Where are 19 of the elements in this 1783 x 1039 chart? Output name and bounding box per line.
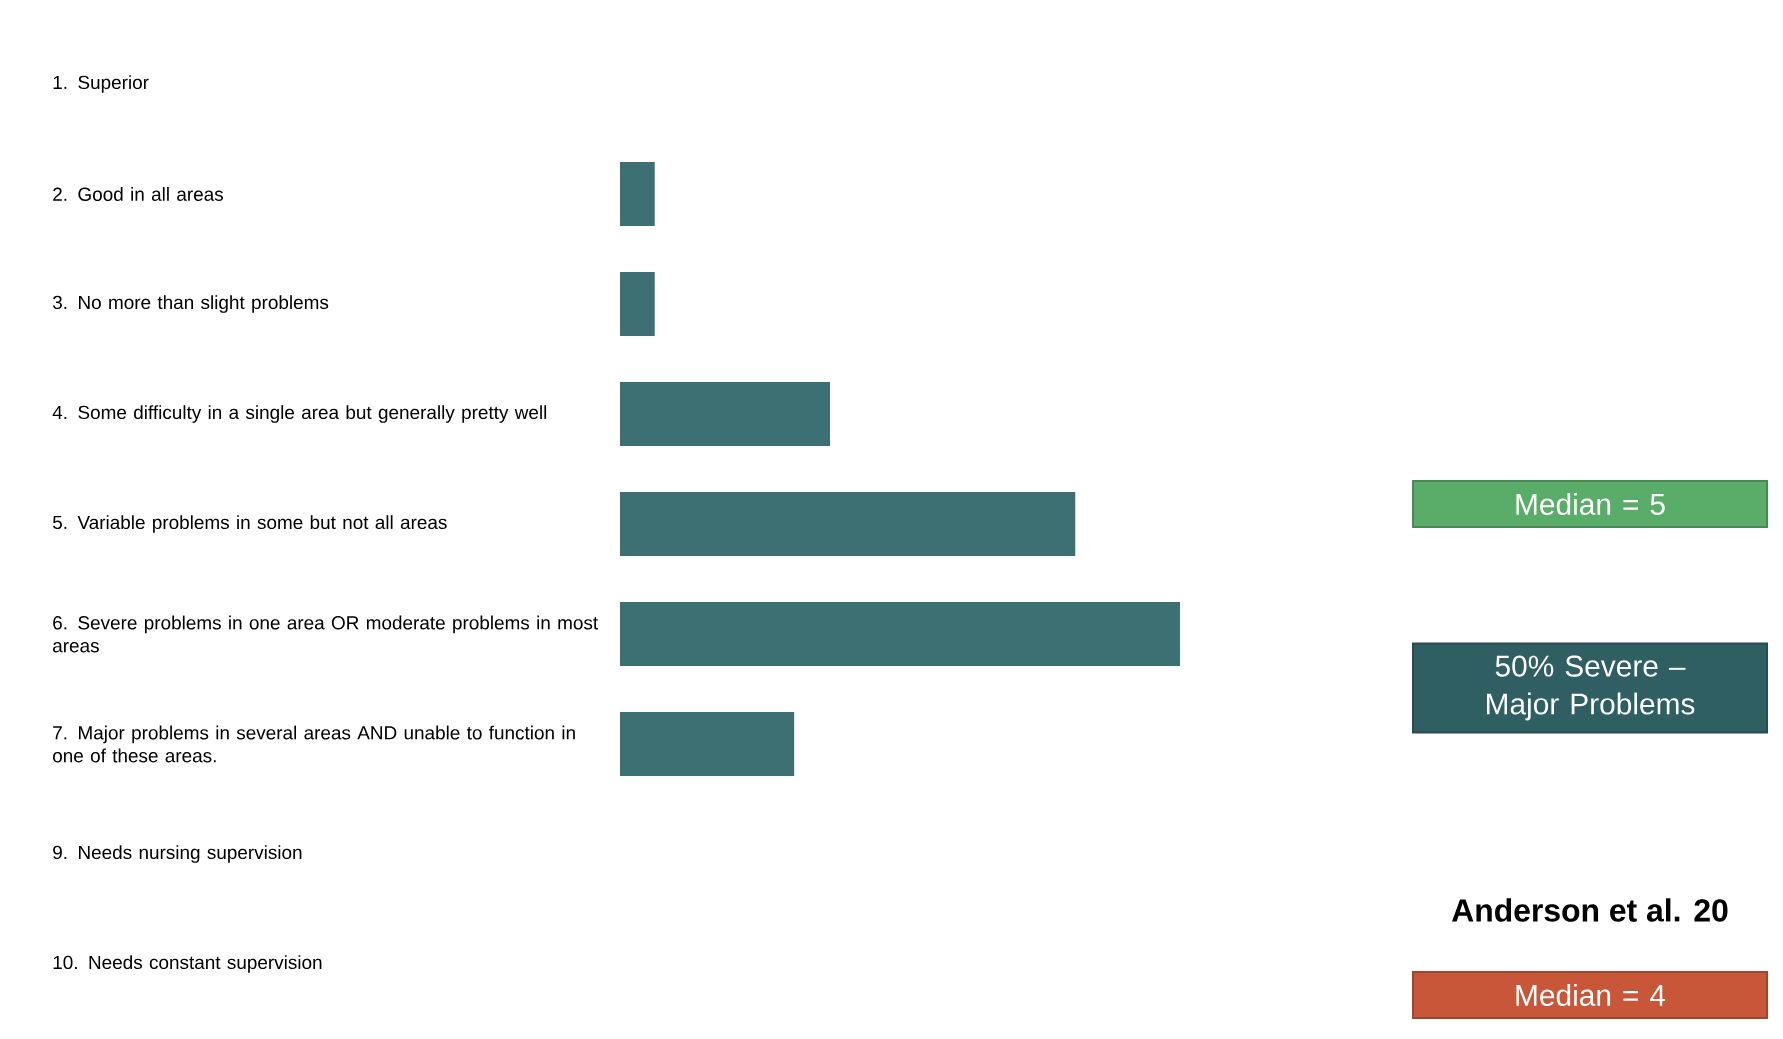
y-tick-label: 5. Variable problems in some but not all areas (52, 515, 447, 533)
text: Median = 5 (1516, 493, 1665, 515)
y-tick-label: 4. Some difficulty in a single area but generally pretty well (52, 405, 547, 423)
y-tick-label: 9. Needs nursing supervision (53, 845, 302, 863)
text: Median = 4 (1516, 984, 1666, 1006)
bar (620, 602, 1181, 666)
bar (620, 492, 1076, 556)
y-tick-label: 7. Major problems in several areas AND unable to function in one of these areas. (53, 725, 575, 763)
bar (620, 382, 830, 446)
text: Anderson et al. 20 (1452, 898, 1728, 922)
bar (620, 162, 655, 226)
y-tick-label: 6. Severe problems in one area OR moderate problems in most areas (53, 615, 599, 653)
y-tick-label: 10. Needs constant supervision (53, 955, 322, 973)
y-tick-label: 3. No more than slight problems (52, 295, 329, 313)
bar (620, 272, 655, 336)
y-tick-label: 1. Superior (53, 75, 149, 93)
y-tick-label: 2. Good in all areas (53, 187, 223, 201)
bar (620, 712, 795, 776)
text: 50% Severe – Major Problems (1487, 655, 1695, 721)
